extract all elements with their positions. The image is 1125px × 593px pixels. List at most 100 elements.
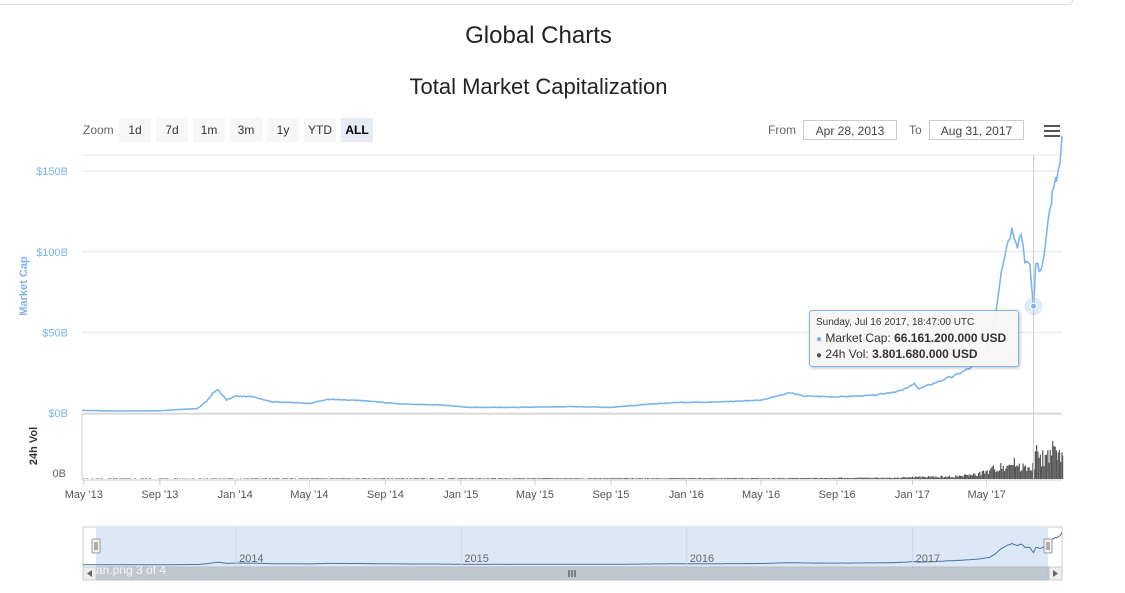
volume-bar — [822, 478, 824, 479]
volume-bar — [435, 478, 437, 479]
volume-bar — [717, 478, 719, 479]
to-date-input[interactable]: Aug 31, 2017 — [929, 120, 1024, 140]
volume-bar — [865, 477, 867, 479]
zoom-1d-button[interactable]: 1d — [119, 118, 151, 142]
volume-bar — [1002, 465, 1004, 479]
volume-bar — [973, 473, 975, 479]
volume-bar — [324, 478, 326, 479]
navigator-handle[interactable] — [1043, 538, 1053, 554]
market-cap-series-line[interactable] — [82, 135, 1063, 412]
volume-bar — [345, 478, 347, 479]
volume-bar — [978, 473, 980, 479]
zoom-all-button[interactable]: ALL — [341, 118, 373, 142]
hamburger-menu-icon[interactable] — [1040, 120, 1062, 142]
volume-bar — [441, 478, 443, 479]
volume-bar — [376, 478, 378, 479]
volume-bar — [847, 477, 849, 479]
from-date-input[interactable]: Apr 28, 2013 — [803, 120, 897, 140]
volume-bar — [452, 478, 454, 479]
volume-bar — [902, 477, 904, 479]
volume-bar — [101, 478, 103, 479]
volume-bar — [1003, 471, 1006, 479]
volume-bar — [121, 478, 123, 479]
volume-bar — [681, 478, 683, 479]
volume-bar — [894, 477, 896, 479]
volume-bar — [439, 478, 441, 479]
volume-bar — [991, 466, 993, 479]
volume-bar — [400, 478, 402, 479]
volume-bar — [732, 478, 734, 479]
volume-bar — [827, 478, 829, 479]
navigator-selection[interactable] — [96, 527, 1048, 567]
volume-bar — [546, 478, 548, 479]
volume-bar — [1010, 465, 1012, 479]
volume-bar — [282, 478, 284, 479]
volume-bar — [895, 478, 897, 479]
volume-bar — [824, 478, 826, 479]
volume-bar — [174, 478, 176, 479]
volume-bar — [728, 478, 730, 479]
volume-bar — [513, 478, 515, 479]
volume-bar — [985, 471, 987, 479]
volume-bar — [994, 469, 996, 479]
volume-bar — [767, 478, 770, 479]
volume-bar — [911, 476, 913, 479]
volume-bar — [713, 478, 715, 479]
volume-bar — [108, 478, 110, 479]
volume-bar — [460, 478, 462, 479]
volume-bar — [323, 478, 325, 479]
to-label: To — [909, 123, 922, 137]
volume-bar — [414, 478, 416, 479]
volume-bar — [649, 478, 651, 479]
volume-bar — [766, 478, 768, 479]
volume-bar — [1007, 465, 1009, 479]
x-tick-label: May '15 — [516, 489, 554, 501]
volume-bar — [989, 470, 991, 479]
volume-bar — [499, 478, 501, 479]
zoom-1y-button[interactable]: 1y — [267, 118, 299, 142]
volume-bar — [159, 478, 162, 479]
volume-bar — [891, 478, 893, 479]
volume-bar — [421, 478, 423, 479]
volume-bar — [1021, 470, 1023, 479]
volume-bar — [760, 478, 762, 479]
zoom-1m-button[interactable]: 1m — [193, 118, 225, 142]
volume-bar — [1058, 449, 1061, 479]
volume-bar — [555, 478, 557, 479]
volume-bar — [708, 478, 710, 479]
volume-bar — [628, 478, 630, 479]
volume-bar — [792, 477, 794, 479]
volume-bar — [920, 477, 922, 479]
volume-bar — [603, 478, 605, 479]
zoom-3m-button[interactable]: 3m — [230, 118, 262, 142]
menu-bar — [1044, 125, 1060, 127]
volume-bar — [598, 478, 600, 479]
volume-bar — [232, 478, 234, 479]
volume-bar — [206, 478, 208, 479]
chart-tooltip: Sunday, Jul 16 2017, 18:47:00 UTC ● Mark… — [809, 310, 1019, 367]
volume-bar — [900, 477, 902, 479]
zoom-ytd-button[interactable]: YTD — [304, 118, 336, 142]
volume-bar — [505, 478, 508, 479]
volume-bar — [966, 474, 968, 479]
volume-bar — [997, 471, 999, 479]
volume-bar — [340, 478, 342, 479]
volume-bar — [330, 478, 332, 479]
volume-bar — [667, 478, 669, 479]
volume-bar — [676, 478, 678, 479]
volume-bar — [936, 477, 938, 479]
volume-bar — [543, 478, 545, 479]
volume-bar — [247, 478, 249, 479]
volume-bar — [814, 478, 816, 479]
volume-bar — [984, 473, 986, 479]
volume-bar — [213, 478, 215, 479]
volume-bar — [612, 478, 614, 479]
volume-bar — [711, 478, 713, 479]
navigator-handle[interactable] — [91, 538, 101, 554]
volume-bar — [1029, 470, 1032, 479]
volume-bar — [833, 477, 835, 479]
volume-bar — [487, 478, 489, 479]
volume-bar — [746, 478, 749, 479]
zoom-7d-button[interactable]: 7d — [156, 118, 188, 142]
